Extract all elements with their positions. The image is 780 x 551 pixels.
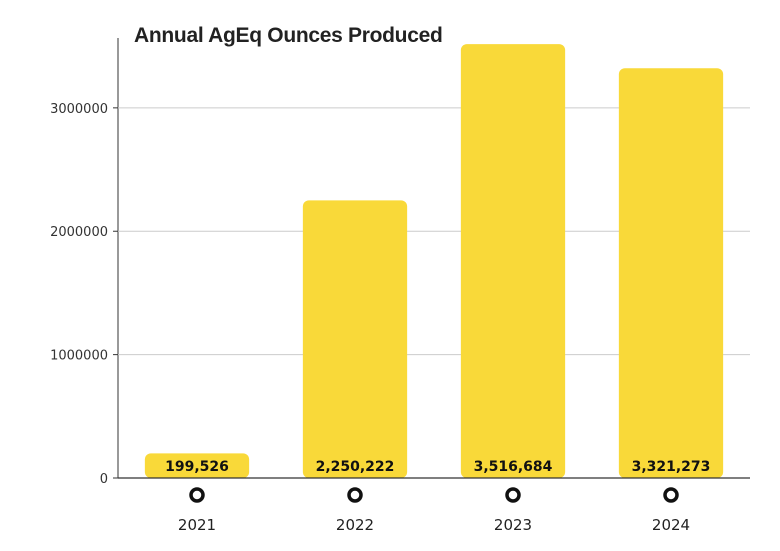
y-tick-label-1: 1000000 xyxy=(50,349,108,364)
x-tick-label-2021: 2021 xyxy=(178,516,216,534)
y-tick-label-3: 3000000 xyxy=(50,102,108,117)
bar-value-label-2024: 3,321,273 xyxy=(632,459,711,475)
x-tick-label-2022: 2022 xyxy=(336,516,374,534)
bar-2022 xyxy=(302,200,408,478)
x-tick-label-2023: 2023 xyxy=(494,516,532,534)
bar-value-label-2021: 199,526 xyxy=(165,459,229,475)
y-tick-label-0: 0 xyxy=(100,472,108,487)
bar-value-label-2022: 2,250,222 xyxy=(316,459,395,475)
bar-2023 xyxy=(460,44,566,479)
x-marker-2024 xyxy=(663,487,679,503)
bar-2024 xyxy=(618,68,724,478)
x-marker-2023 xyxy=(505,487,521,503)
bar-value-label-2023: 3,516,684 xyxy=(474,459,553,475)
x-marker-2021 xyxy=(189,487,205,503)
x-tick-label-2024: 2024 xyxy=(652,516,690,534)
bar-2021 xyxy=(144,453,250,478)
x-marker-2022 xyxy=(347,487,363,503)
chart-title: Annual AgEq Ounces Produced xyxy=(134,24,443,47)
y-tick-label-2: 2000000 xyxy=(50,225,108,240)
